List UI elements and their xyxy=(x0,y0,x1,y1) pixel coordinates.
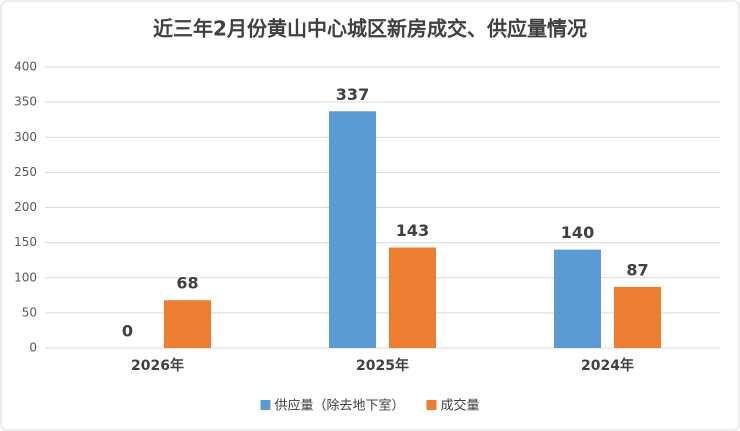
y-tick-label: 350 xyxy=(14,95,37,109)
y-tick-label: 50 xyxy=(22,305,37,319)
chart-title: 近三年2月份黄山中心城区新房成交、供应量情况 xyxy=(153,17,587,41)
x-tick-label: 2024年 xyxy=(581,357,634,374)
y-tick-label: 200 xyxy=(14,200,37,214)
legend-label: 供应量（除去地下室） xyxy=(274,398,404,414)
y-tick-label: 250 xyxy=(14,165,37,179)
y-tick-label: 400 xyxy=(14,60,37,74)
y-tick-label: 0 xyxy=(29,341,37,355)
legend-label: 成交量 xyxy=(441,398,480,414)
legend: 供应量（除去地下室） 成交量 xyxy=(260,398,480,414)
bar xyxy=(329,111,376,348)
value-label: 337 xyxy=(336,85,369,104)
legend-swatch xyxy=(260,400,271,410)
x-tick-label: 2025年 xyxy=(356,357,409,374)
y-tick-label: 300 xyxy=(14,130,37,144)
legend-swatch xyxy=(426,400,437,410)
bar xyxy=(614,286,661,348)
y-tick-label: 150 xyxy=(14,235,37,249)
y-tick-label: 100 xyxy=(14,270,37,284)
value-label: 0 xyxy=(122,322,133,341)
value-label: 68 xyxy=(176,274,198,293)
value-label: 87 xyxy=(626,260,648,279)
x-tick-label: 2026年 xyxy=(131,357,184,374)
value-label: 140 xyxy=(561,223,594,242)
value-label: 143 xyxy=(396,221,429,240)
bar xyxy=(164,300,211,348)
bar xyxy=(554,249,601,348)
bar xyxy=(389,247,436,348)
